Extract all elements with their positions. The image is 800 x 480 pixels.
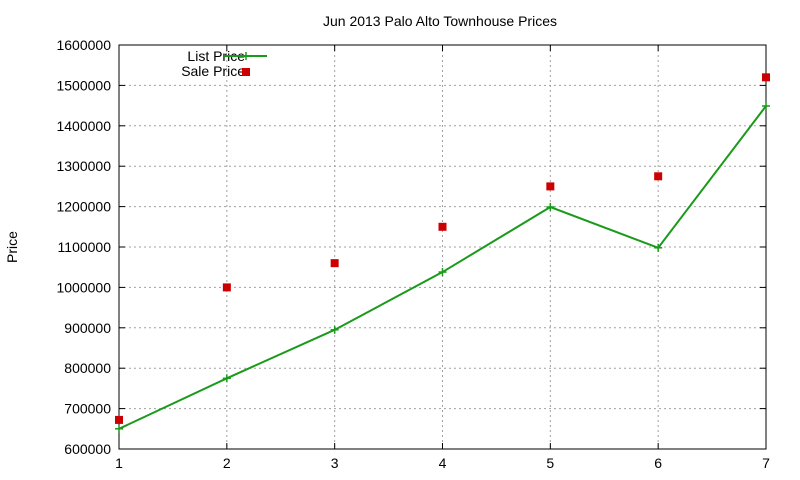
y-tick-label: 1000000 xyxy=(56,279,111,295)
sale-price-point xyxy=(438,222,447,231)
sale-price-point xyxy=(115,415,123,424)
list-price-point xyxy=(762,102,770,111)
list-price-point xyxy=(438,268,447,277)
x-tick-label: 1 xyxy=(115,455,123,471)
y-tick-label: 1100000 xyxy=(58,239,112,255)
y-tick-label: 1300000 xyxy=(56,158,111,174)
list-price-point xyxy=(654,243,663,252)
sale-price-point xyxy=(222,283,231,292)
legend-list-price-marker xyxy=(242,52,250,60)
x-tick-label: 5 xyxy=(546,455,554,471)
y-tick-label: 700000 xyxy=(64,401,111,417)
y-tick-label: 1500000 xyxy=(56,77,111,93)
x-tick-label: 7 xyxy=(762,455,770,471)
y-tick-label: 1200000 xyxy=(56,199,111,215)
y-axis-label: Price xyxy=(4,231,20,263)
sale-price-point xyxy=(546,182,555,191)
list-price-point xyxy=(115,424,123,433)
list-price-point xyxy=(330,325,339,334)
axis-ticks: 1 2 3 4 5 6 7 600000 700000 800000 900000 1000000 11… xyxy=(56,37,770,471)
y-tick-label: 800000 xyxy=(64,360,111,376)
y-tick-label: 600000 xyxy=(64,441,111,457)
sale-price-point xyxy=(762,73,770,82)
y-tick-label: 1400000 xyxy=(56,118,111,134)
x-tick-label: 2 xyxy=(223,455,231,471)
list-price-point xyxy=(546,203,555,212)
legend-sale-price-marker xyxy=(242,68,250,76)
y-tick-label: 900000 xyxy=(64,320,111,336)
y-tick-label: 1600000 xyxy=(56,37,111,53)
x-tick-label: 4 xyxy=(439,455,447,471)
sale-price-point xyxy=(330,259,339,268)
sale-price-point xyxy=(654,172,663,181)
legend-sale-price-label: Sale Price xyxy=(181,63,245,79)
list-price-point xyxy=(222,374,231,383)
series-layer xyxy=(115,73,770,433)
x-tick-label: 3 xyxy=(331,455,339,471)
legend-list-price-label: List Price xyxy=(187,48,245,64)
grid-lines xyxy=(119,45,766,449)
chart-title: Jun 2013 Palo Alto Townhouse Prices xyxy=(323,13,557,29)
x-tick-label: 6 xyxy=(654,455,662,471)
